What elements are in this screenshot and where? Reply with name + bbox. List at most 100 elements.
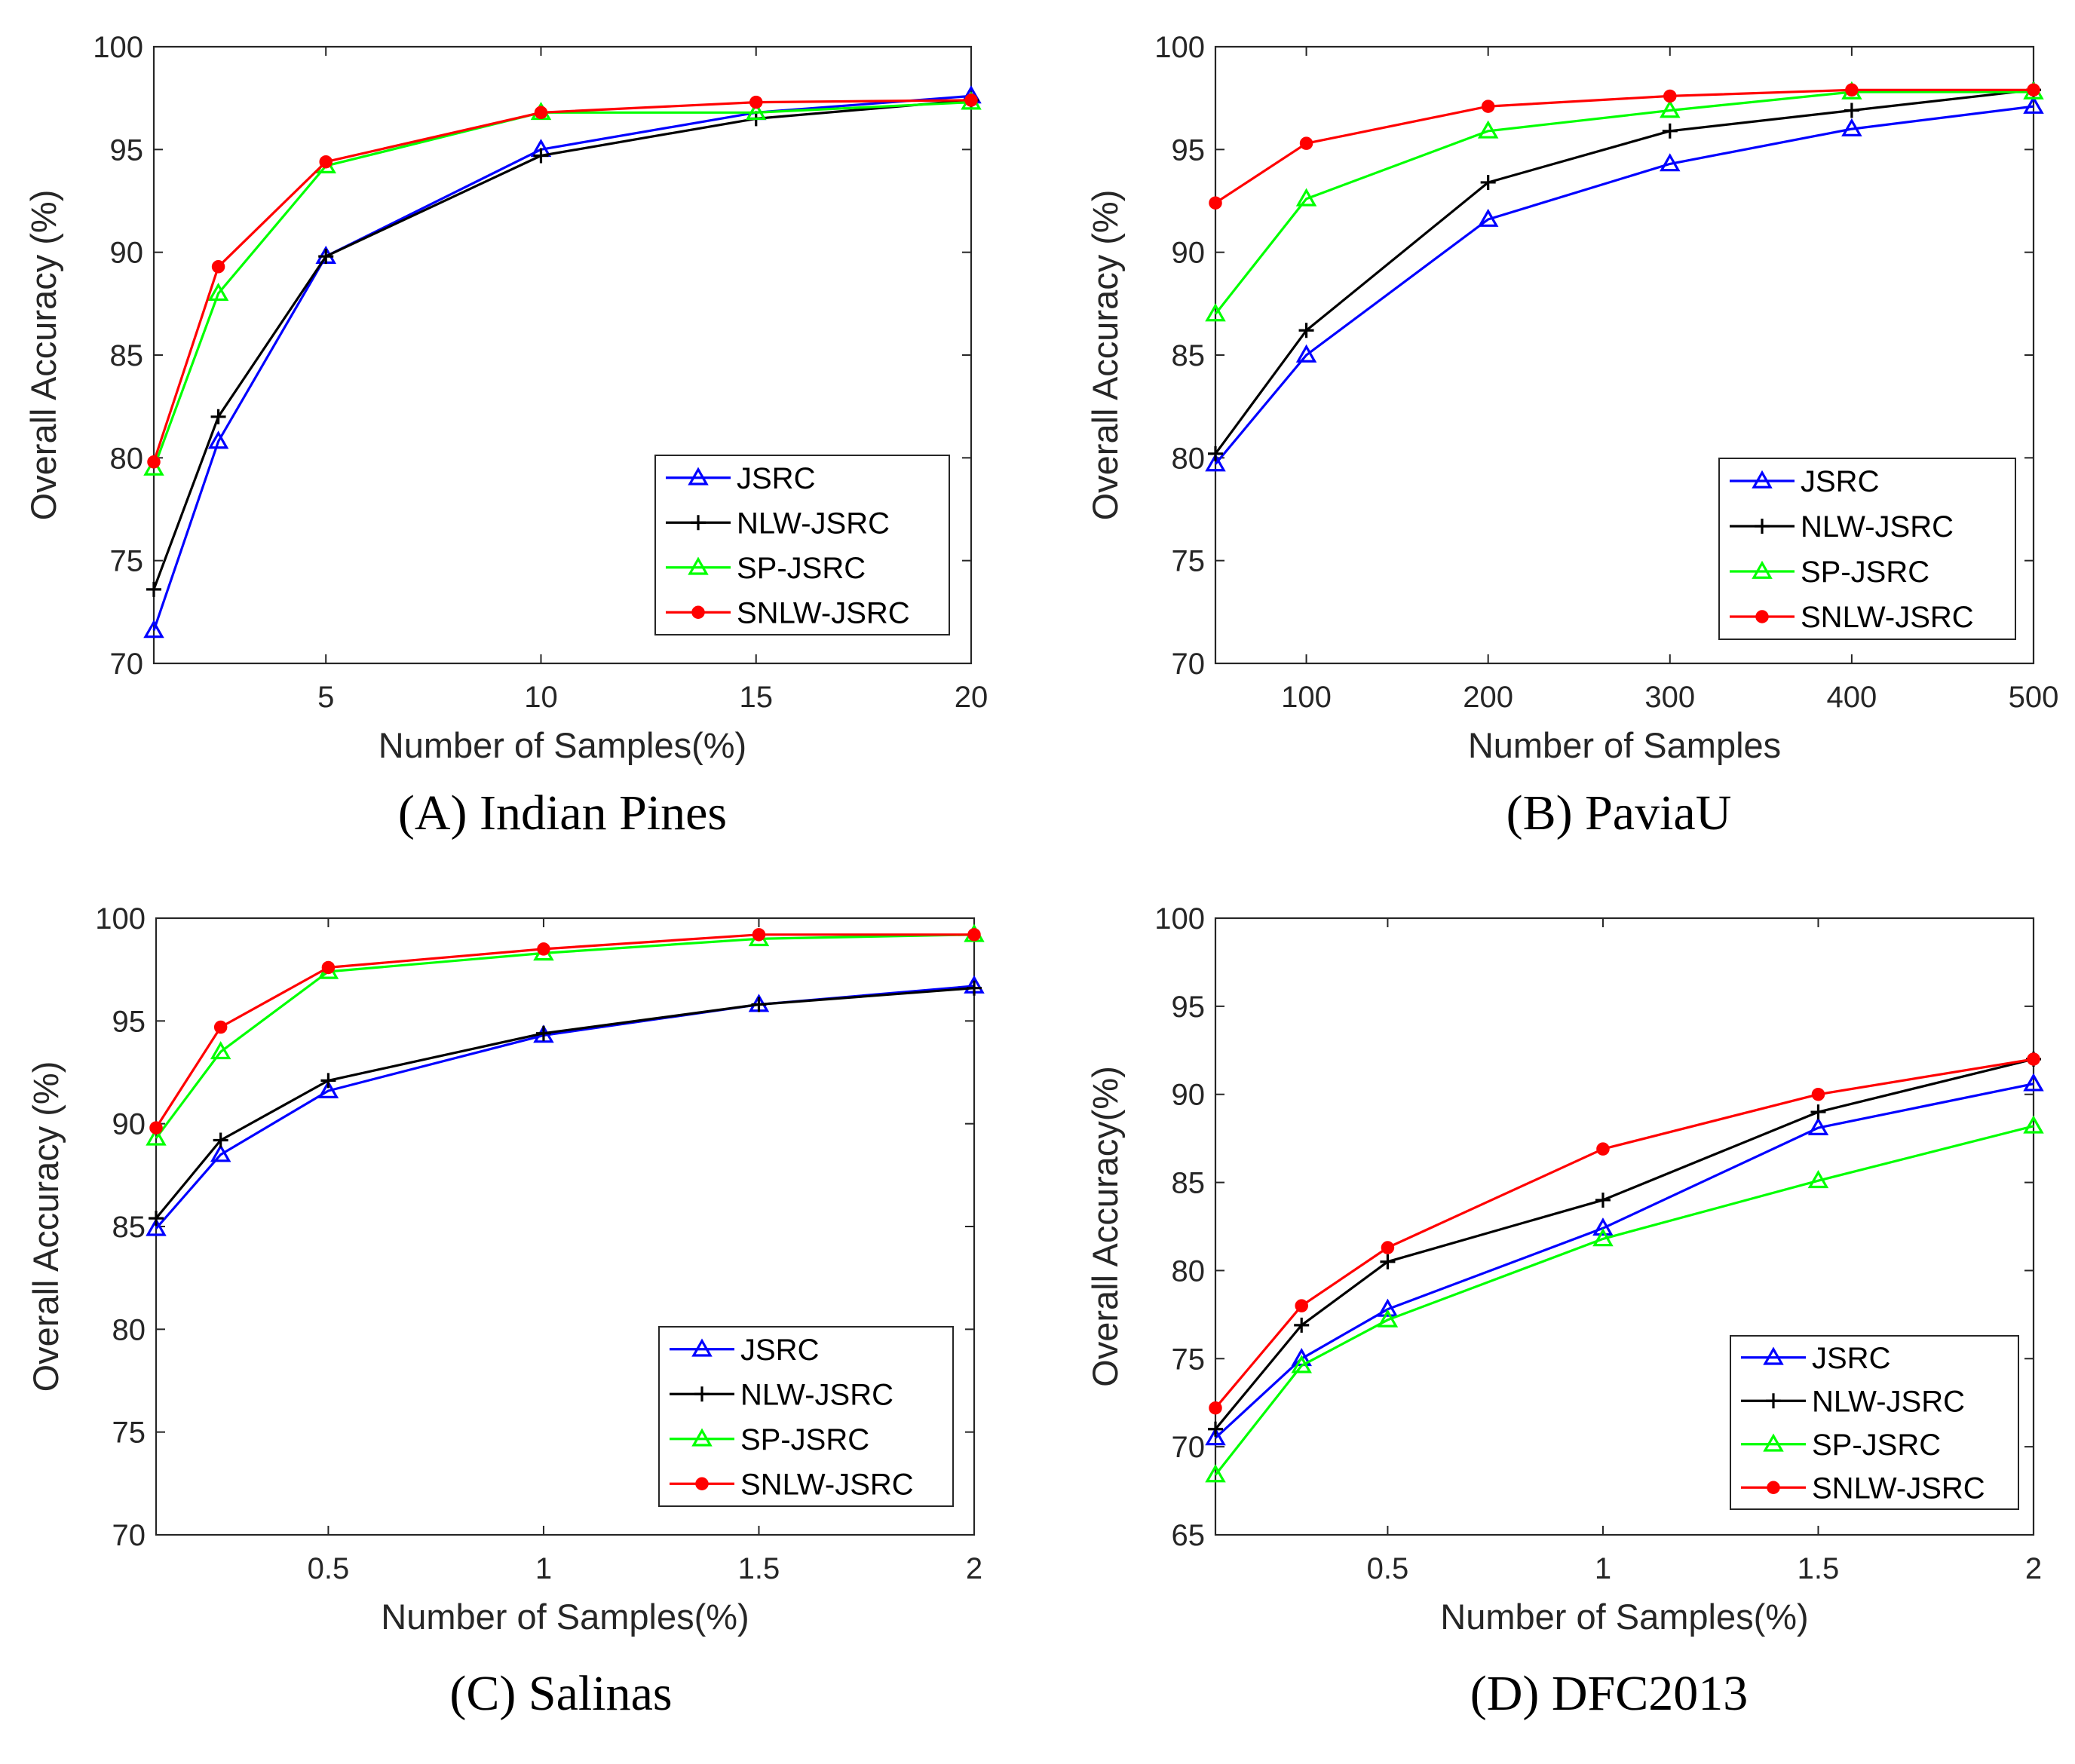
x-tick-label: 0.5 [1367,1552,1409,1585]
legend-label-snlw-jsrc: SNLW-JSRC [740,1468,914,1501]
data-point-snlw-jsrc [1663,89,1677,103]
data-point-jsrc [1205,453,1226,472]
data-point-sp-jsrc [210,1041,231,1060]
data-point-jsrc [2023,1073,2044,1092]
data-point-snlw-jsrc [319,155,333,169]
x-tick-label: 200 [1463,681,1513,714]
legend-marker-snlw-jsrc [695,1477,709,1490]
data-point-snlw-jsrc [149,1121,163,1135]
data-point-nlw-jsrc [210,409,226,424]
series-line-nlw-jsrc [1214,1058,2034,1430]
y-tick-label: 85 [112,1211,146,1244]
data-point-jsrc [1807,1116,1829,1135]
y-tick-label: 85 [1172,339,1206,372]
y-tick-label: 70 [110,648,144,681]
chart-panel-a: 70 75 80 85 90 95 100 5 10 15 20 Number of Samples(… [23,31,988,841]
y-tick-label: 80 [1172,442,1206,475]
data-point-jsrc [1841,118,1862,136]
data-point-jsrc [146,1217,167,1236]
data-point-sp-jsrc [1807,1170,1829,1189]
series-line-nlw-jsrc [1214,88,2034,455]
data-point-nlw-jsrc [320,1073,336,1089]
legend-marker-jsrc [1752,470,1773,488]
legend-marker-snlw-jsrc [691,605,705,619]
data-point-sp-jsrc [146,1127,167,1146]
y-tick-label: 95 [112,1005,146,1038]
legend-marker-snlw-jsrc [1767,1481,1780,1494]
legend-label-sp-jsrc: SP-JSRC [1801,556,1929,589]
data-point-sp-jsrc [1295,188,1317,207]
series-line-sp-jsrc [152,101,972,469]
panel-caption: (D) DFC2013 [1470,1666,1749,1721]
panel-caption: (C) Salinas [449,1666,672,1721]
data-point-snlw-jsrc [964,93,978,107]
x-axis-label: Number of Samples(%) [1440,1597,1808,1637]
y-tick-label: 75 [112,1416,146,1450]
legend-marker-sp-jsrc [691,1428,713,1447]
legend-label-snlw-jsrc: SNLW-JSRC [737,596,910,629]
data-point-snlw-jsrc [534,106,548,120]
y-tick-label: 70 [112,1519,146,1552]
data-point-snlw-jsrc [537,942,550,956]
chart-panel-b: 70 75 80 85 90 95 100 100 200 300 400 500 Number of … [1085,31,2058,841]
series-line-sp-jsrc [155,933,975,1139]
data-point-nlw-jsrc [1294,1317,1310,1333]
y-tick-label: 75 [1172,545,1206,578]
legend-marker-nlw-jsrc [691,515,706,531]
data-point-sp-jsrc [1477,120,1499,139]
y-tick-label: 95 [1172,991,1206,1024]
y-tick-label: 100 [1154,902,1205,936]
y-tick-label: 90 [112,1108,146,1141]
legend-marker-sp-jsrc [1763,1433,1784,1452]
x-tick-label: 1.5 [1798,1552,1840,1585]
legend-label-jsrc: JSRC [1812,1342,1890,1375]
y-tick-label: 75 [1172,1343,1206,1376]
data-point-snlw-jsrc [1481,100,1495,113]
x-tick-label: 500 [2009,681,2059,714]
y-tick-label: 80 [1172,1254,1206,1288]
series-line-sp-jsrc [1214,90,2034,315]
x-axis-label: Number of Samples(%) [379,725,746,765]
x-tick-label: 20 [955,681,988,714]
y-tick-label: 65 [1172,1519,1206,1552]
y-tick-label: 100 [95,902,146,936]
y-tick-label: 80 [112,1313,146,1346]
data-point-nlw-jsrc [1208,446,1223,461]
x-tick-label: 1 [535,1552,552,1585]
data-point-nlw-jsrc [1844,103,1859,118]
data-point-nlw-jsrc [1810,1104,1826,1120]
legend-label-jsrc: JSRC [740,1334,819,1367]
y-axis-label: Overall Accuracy (%) [1085,190,1125,521]
legend-label-nlw-jsrc: NLW-JSRC [737,507,890,540]
chart-panel-c: 70 75 80 85 90 95 100 0.5 1 1.5 2 Number of Samples… [26,902,985,1721]
legend-label-snlw-jsrc: SNLW-JSRC [1801,601,1974,634]
series-line-sp-jsrc [1214,1125,2034,1476]
data-point-snlw-jsrc [749,95,763,109]
data-point-jsrc [1660,153,1681,172]
legend-label-sp-jsrc: SP-JSRC [737,552,866,585]
legend-label-nlw-jsrc: NLW-JSRC [740,1378,893,1411]
y-axis-label: Overall Accuracy (%) [23,190,63,521]
data-point-nlw-jsrc [1662,123,1678,139]
data-point-nlw-jsrc [751,997,767,1012]
data-point-jsrc [1592,1217,1614,1236]
data-point-nlw-jsrc [1208,1421,1223,1437]
legend-marker-sp-jsrc [688,556,709,575]
series-line-nlw-jsrc [152,99,972,590]
y-axis-label: Overall Accuracy (%) [26,1061,66,1392]
legend [1718,458,2016,640]
y-tick-label: 95 [110,133,144,167]
legend-label-jsrc: JSRC [737,462,815,495]
data-point-sp-jsrc [2023,1115,2044,1134]
legend-label-nlw-jsrc: NLW-JSRC [1801,510,1954,544]
x-tick-label: 15 [739,681,773,714]
data-point-snlw-jsrc [1845,83,1859,97]
x-tick-label: 0.5 [308,1552,350,1585]
data-point-nlw-jsrc [535,1025,551,1041]
legend [654,455,950,635]
data-point-jsrc [2023,95,2044,114]
y-tick-label: 100 [93,31,143,64]
data-point-sp-jsrc [1291,1355,1312,1374]
legend-marker-jsrc [1763,1346,1784,1365]
